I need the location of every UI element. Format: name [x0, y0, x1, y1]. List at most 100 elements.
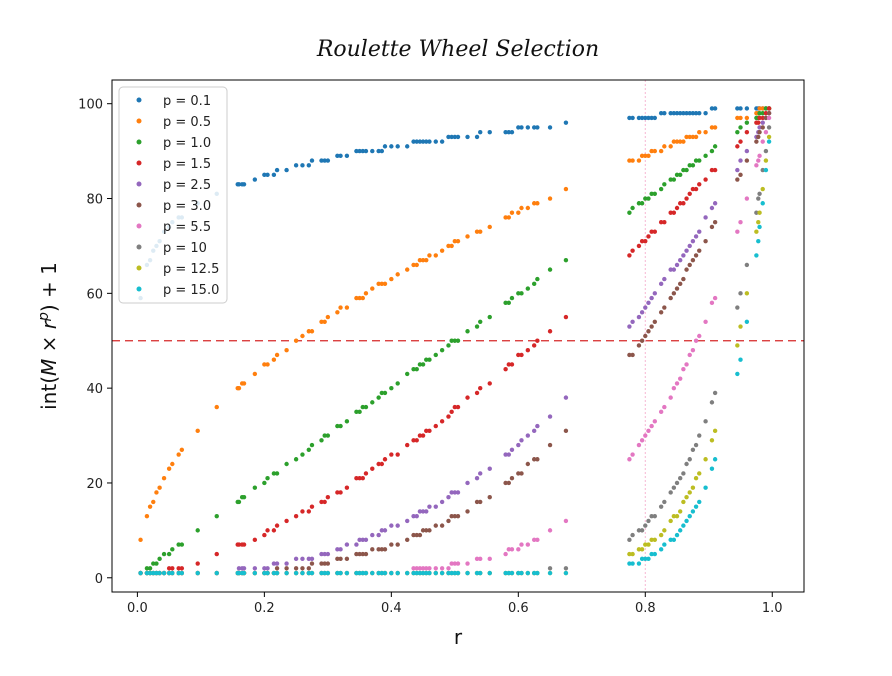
data-point	[379, 547, 385, 552]
data-point	[763, 110, 769, 116]
series-6	[138, 110, 772, 576]
data-point	[678, 110, 683, 116]
data-point	[241, 566, 247, 571]
data-point	[674, 110, 680, 116]
data-point	[446, 343, 451, 348]
data-point	[712, 295, 718, 301]
data-point	[649, 423, 654, 429]
data-point	[433, 139, 438, 144]
data-point	[547, 267, 553, 272]
data-point	[293, 556, 299, 562]
data-point	[452, 570, 458, 576]
data-point	[503, 551, 508, 557]
data-point	[649, 115, 654, 121]
data-point	[354, 409, 359, 415]
data-point	[684, 134, 689, 140]
data-point	[519, 125, 524, 130]
data-point	[671, 139, 677, 144]
data-point	[252, 371, 258, 377]
data-point	[627, 210, 632, 215]
data-point	[735, 229, 740, 234]
data-point	[658, 547, 664, 552]
data-point	[370, 148, 375, 154]
data-point	[630, 532, 635, 538]
data-point	[681, 110, 686, 116]
data-point	[335, 310, 340, 315]
data-point	[379, 570, 385, 576]
data-point	[236, 570, 242, 576]
data-point	[344, 570, 350, 576]
data-point	[630, 352, 635, 358]
data-point	[693, 338, 699, 343]
data-point	[449, 409, 454, 415]
data-point	[474, 390, 480, 396]
data-point	[690, 348, 696, 353]
data-point	[370, 400, 375, 405]
series-5	[138, 110, 772, 576]
data-point	[161, 476, 167, 481]
data-point	[636, 243, 642, 249]
data-point	[236, 566, 242, 571]
data-point	[179, 542, 185, 547]
data-point	[449, 513, 454, 519]
data-point	[309, 329, 315, 334]
data-point	[697, 129, 702, 135]
legend-label: p = 2.5	[163, 178, 211, 193]
data-point	[519, 570, 524, 576]
data-point	[709, 148, 715, 154]
data-point	[306, 509, 312, 514]
data-point	[757, 210, 762, 215]
data-point	[360, 570, 365, 576]
data-point	[271, 528, 277, 533]
data-point	[681, 471, 686, 476]
data-point	[668, 210, 673, 215]
data-point	[478, 319, 483, 324]
data-point	[693, 253, 699, 258]
data-point	[703, 215, 708, 220]
data-point	[693, 110, 699, 116]
data-point	[687, 191, 692, 196]
data-point	[300, 452, 305, 457]
data-point	[693, 134, 699, 140]
data-point	[531, 570, 537, 576]
data-point	[684, 518, 689, 524]
data-point	[363, 148, 369, 154]
data-point	[179, 570, 185, 576]
data-point	[506, 480, 511, 486]
data-point	[535, 276, 540, 282]
data-point	[639, 338, 645, 343]
data-point	[446, 494, 451, 500]
data-point	[478, 129, 483, 135]
y-axis-label-M: M	[37, 359, 61, 376]
data-point	[335, 423, 340, 429]
data-point	[547, 414, 553, 419]
data-point	[525, 542, 531, 547]
data-point	[703, 457, 708, 462]
data-point	[420, 362, 426, 367]
data-point	[357, 537, 362, 543]
data-point	[687, 110, 692, 116]
data-point	[446, 134, 451, 140]
data-point	[363, 404, 369, 410]
x-tick-label: 0.2	[254, 601, 275, 616]
data-point	[535, 537, 540, 543]
data-point	[433, 570, 438, 576]
data-point	[376, 461, 381, 467]
data-point	[265, 476, 270, 481]
data-point	[756, 196, 761, 201]
data-point	[420, 570, 426, 576]
data-point	[405, 267, 410, 272]
data-point	[712, 428, 718, 434]
data-point	[693, 476, 699, 481]
data-point	[424, 528, 429, 533]
data-point	[738, 291, 743, 296]
data-point	[455, 490, 461, 495]
data-point	[652, 537, 658, 543]
data-point	[252, 485, 258, 490]
data-point	[151, 561, 156, 566]
data-point	[646, 556, 651, 562]
data-point	[652, 115, 658, 121]
data-point	[306, 566, 312, 571]
data-point	[687, 243, 692, 249]
data-point	[738, 220, 743, 225]
